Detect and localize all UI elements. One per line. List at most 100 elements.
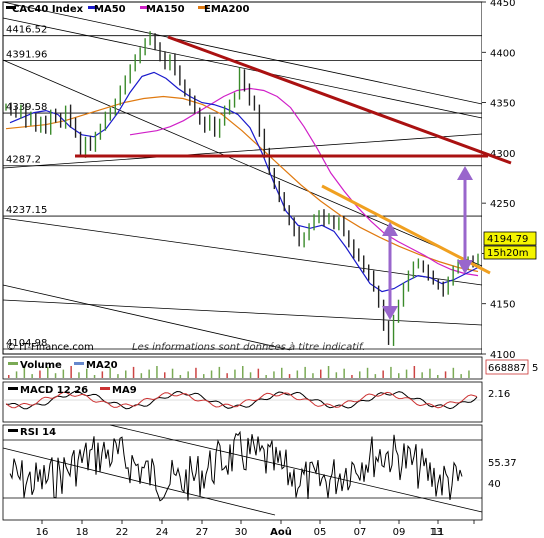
volume-bar [257,368,260,378]
legend-swatch-ema200 [198,6,208,9]
rsi-legend-label: RSI 14 [20,427,56,438]
volume-bar [125,370,127,378]
macd-value: 2.16 [488,389,510,400]
volume-bar [288,374,291,378]
volume-bar [234,369,236,378]
channel-line-3 [2,59,483,267]
volume-bar [390,366,392,378]
volume-bar [218,366,221,378]
volume-extra-label: 5 [532,363,538,374]
volume-bar [304,366,306,378]
channel-line-6 [2,299,483,326]
rsi-legend-swatch [8,429,18,432]
y-tick-label-0: 4450 [490,0,515,9]
volume-bar [281,367,283,378]
trend-channel-lines [2,1,483,351]
y-tick-label-2: 4350 [490,99,515,110]
volume-bar [265,375,267,378]
legend-label-ma150: MA150 [146,4,185,15]
legend-swatch-ma150 [140,6,150,9]
rsi-panel-frame [2,424,483,521]
volume-bar [460,374,462,378]
volume-bar [86,368,88,378]
x-tick-label-5: 30 [235,527,248,538]
y-tick-label-7: 4100 [490,350,515,361]
red-trendline [167,35,512,165]
macd-ma9-swatch [100,387,110,390]
arrow-up-head-left [382,222,398,236]
x-tick-label-2: 22 [116,527,129,538]
ema200-line [5,95,479,273]
volume-bar [117,374,119,378]
volume-bar [351,375,353,378]
volume-bar [327,366,330,378]
macd-signal-line [5,391,478,409]
x-tick-label-3: 24 [156,527,169,538]
last-price-label: 4194.79 [487,234,528,245]
orange-trendline [321,184,491,275]
volume-bar [54,373,57,378]
y-tick-label-3: 4300 [490,149,515,160]
channel-line-4 [2,217,483,286]
rsi-trendline-down [2,447,276,516]
volume-bar [78,372,80,378]
y-tick-label-6: 4150 [490,300,515,311]
y-tick-label-1: 4400 [490,48,515,59]
countdown-label: 15h20m [487,248,529,259]
volume-bar [296,370,299,378]
volume-bar [335,372,338,378]
volume-bar [164,372,166,378]
x-tick-label-4: 27 [196,527,209,538]
purple-arrows [382,166,473,320]
macd-ma9-label: MA9 [112,385,137,396]
legend-swatch-ma50 [88,6,98,9]
volume-bar [429,368,431,378]
volume-bar [109,367,111,378]
volume-bar [47,366,49,378]
macd-value-box [486,386,528,400]
volume-bar [39,370,41,378]
rsi-trendline-desc [109,424,483,513]
volume-bar [93,375,96,378]
volume-bar [70,366,72,378]
volume-bar [312,373,314,378]
volume-bars [8,366,470,378]
volume-bar [15,371,18,378]
volume-bar [398,373,400,378]
rsi-value-box [486,455,520,469]
legend-label-ma50: MA50 [94,4,126,15]
y-tick-label-4: 4250 [490,199,515,210]
volume-bar [242,366,244,378]
volume-bar [171,368,174,378]
volume-bar [203,374,205,378]
volume-bar [249,372,252,378]
volume-bar [273,371,275,378]
x-tick-label-10: 11 [432,527,445,538]
volume-bar [343,368,345,378]
horizontal-levels: 4416.52 4391.96 4339.58 4287.2 4237.15 4104.9… [3,25,482,350]
volume-bar [374,374,377,378]
disclaimer-text: Les informations sont données à titre in… [132,341,365,353]
countdown-box [483,245,537,260]
volume-bar [179,375,182,378]
volume-legend-label: Volume [20,360,62,371]
legend-swatch-price [6,6,16,9]
arrow-up-head-right [457,166,473,180]
channel-line-2 [2,17,483,119]
last-price-box [483,231,537,246]
volume-bar [452,367,455,378]
legend-label-ema200: EMA200 [204,4,249,15]
x-tick-label-1: 18 [76,527,89,538]
volume-bar [437,375,439,378]
legend-label-price: CAC40 Index [12,4,84,15]
x-tick-label-11: 13 [430,527,443,538]
x-tick-label-8: 07 [354,527,367,538]
volume-bar [156,366,158,378]
level-label-1: 4391.96 [6,49,47,60]
volume-bar [195,367,197,378]
x-tick-label-9: 09 [393,527,406,538]
x-tick-label-0: 16 [36,527,49,538]
rsi-line [9,430,463,502]
ma150-line [129,87,479,277]
